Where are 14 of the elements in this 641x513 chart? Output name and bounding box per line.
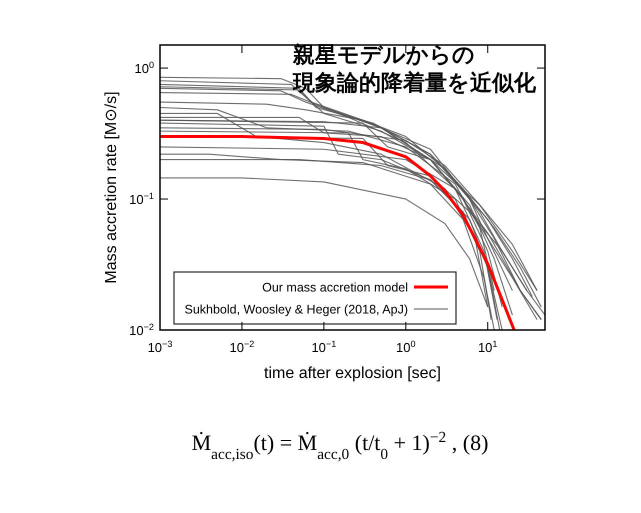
y-tick-label: 10$^{−2}$ — [129, 322, 154, 338]
x-axis-title: time after explosion [sec] — [264, 365, 441, 382]
x-tick-label: 10$^{−2}$ — [230, 339, 254, 355]
y-tick-label: 10$^{0}$ — [134, 60, 154, 76]
text: Ṁ$_{acc,iso}$(t) = Ṁ$_{acc,0}$ (t/t$_{0}$ + 1)$^{−2}$ , (8) — [192, 428, 488, 462]
x-tick-label: 10$^{−1}$ — [311, 339, 336, 355]
x-tick-label: 10$^{0}$ — [396, 339, 416, 355]
y-axis-title: Mass accretion rate [M⊙/s] — [103, 91, 120, 284]
annotation: 現象論的降着量を近似化 — [292, 70, 537, 95]
x-tick-label: 10$^{−3}$ — [148, 339, 172, 355]
legend-label: Our mass accretion model — [262, 280, 408, 294]
y-tick-label: 10$^{−1}$ — [129, 191, 154, 208]
x-tick-label: 10$^{1}$ — [478, 339, 498, 355]
legend-label: Sukhbold, Woosley & Heger (2018, ApJ) — [184, 302, 408, 316]
